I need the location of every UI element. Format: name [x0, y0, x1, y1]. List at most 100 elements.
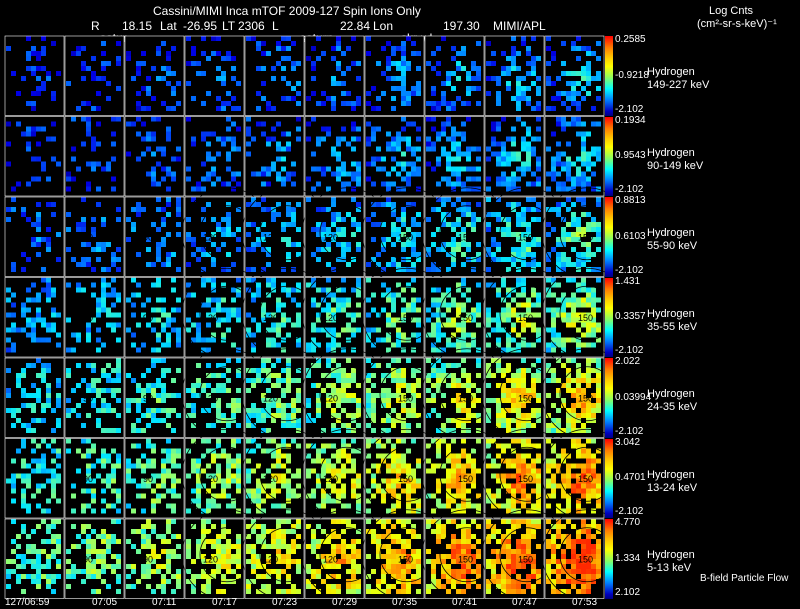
units-label: (cm²-sr-s-keV)⁻¹	[697, 18, 777, 30]
contour-label: 120	[203, 555, 218, 565]
spectrogram-panel-r2-c4: 120	[241, 187, 333, 279]
time-tick-6: 07:35	[392, 597, 418, 608]
row-energy-label: 90-149 keV	[647, 159, 704, 172]
row-energy-label: 149-227 keV	[647, 79, 710, 92]
spectrogram-panel-r4-c7: 150	[421, 348, 513, 440]
spectrogram-panel-r5-c3: 120	[181, 428, 273, 520]
spectrogram-panel-r1-c7	[424, 116, 485, 197]
time-tick-5: 07:29	[332, 597, 358, 608]
spectrogram-panel-r1-c1	[64, 116, 125, 197]
colorbar-row-5	[605, 438, 613, 518]
spectrogram-panel-r5-c6: 150	[361, 428, 453, 520]
contour-label: 90	[83, 313, 93, 323]
contour-label: 120	[263, 233, 278, 243]
colorbar-row-2	[605, 197, 613, 277]
row-species-label: Hydrogen	[647, 307, 695, 320]
spectrogram-panel-r4-c6: 150	[361, 348, 453, 440]
contour-arc	[559, 285, 615, 341]
spectrogram-panel-r4-c2: 90	[124, 357, 185, 438]
credit-label: MIMI/APL	[493, 19, 546, 33]
spectrogram-panel-r2-c7: 150	[421, 187, 513, 279]
colorbar-tick-max: 0.1934	[615, 114, 646, 126]
spectrogram-panel-r2-c8: 150	[481, 187, 573, 279]
colorbar-tick-max: 0.8813	[615, 195, 646, 206]
colorbar-tick-min: -2.102	[615, 103, 644, 115]
plot-title: Cassini/MIMI Inca mTOF 2009-127 Spin Ion…	[153, 4, 421, 18]
spectrogram-panel-r1-c0	[4, 116, 65, 197]
time-tick-1: 07:05	[92, 597, 118, 608]
colorbar-tick-max: 2.022	[615, 356, 641, 367]
spectrogram-panel-r6-c3: 120	[181, 509, 273, 601]
spectrogram-panel-r4-c5: 120	[301, 348, 393, 440]
r-label: R	[91, 19, 100, 33]
spectrogram-panel-r6-c0	[4, 518, 65, 599]
colorbar-tick-min: -2.102	[615, 345, 644, 356]
contour-label: 120	[263, 313, 278, 323]
spectrogram-panel-r6-c9: 150	[541, 509, 633, 601]
spectrogram-panel-r1-c5	[304, 116, 365, 197]
spectrogram-panel-r2-c1: 90	[64, 196, 125, 277]
colorbar-tick-min: -2.102	[615, 425, 644, 437]
spectrogram-panel-r0-c4	[244, 35, 305, 116]
spectrogram-panel-r4-c4: 120	[241, 348, 333, 440]
spectrogram-panel-r1-c6	[364, 116, 425, 197]
colorbar-row-4	[605, 358, 613, 438]
spectrogram-panel-r6-c4: 120	[241, 509, 333, 601]
colorbar-tick-mid: 0.6103	[615, 230, 646, 242]
spectrogram-panel-r5-c9: 150	[541, 428, 633, 520]
contour-arc	[541, 509, 633, 601]
colorbar-row-1	[605, 116, 613, 196]
contour-label: 120	[323, 394, 338, 404]
spectrogram-panel-r3-c7: 150	[421, 267, 513, 359]
contour-label: 90	[143, 474, 153, 484]
spectrogram-panel-r1-c2	[124, 116, 185, 197]
contour-label: 150	[458, 313, 473, 323]
contour-label: 90	[143, 313, 153, 323]
row-energy-label: 55-90 keV	[647, 240, 698, 253]
row-species-label: Hydrogen	[647, 549, 695, 562]
spectrogram-panel-r2-c9: 150	[541, 187, 633, 279]
spectrogram-panel-r6-c2: 90	[124, 518, 185, 599]
spectrogram-panel-r3-c4: 120	[241, 267, 333, 359]
colorbar-tick-min: -2.102	[615, 506, 644, 517]
spectrogram-panel-r6-c1: 90	[64, 518, 125, 599]
spectrogram-panel-r0-c1	[64, 35, 125, 116]
spectrogram-panel-r3-c8: 150	[481, 267, 573, 359]
l-value: 22.84	[340, 19, 371, 33]
units-title: Log Cnts	[709, 5, 754, 17]
contour-label: 150	[518, 313, 533, 323]
contour-label: 120	[323, 233, 338, 243]
contour-label: 90	[143, 555, 153, 565]
contour-label: 120	[323, 555, 338, 565]
contour-label: 90	[83, 555, 93, 565]
spectrogram-panel-r0-c2	[124, 35, 185, 116]
colorbar-tick-max: 1.431	[615, 275, 641, 287]
contour-label: 120	[263, 555, 278, 565]
spectrogram-panel-r5-c1: 90	[64, 438, 125, 519]
row-energy-label: 5-13 keV	[647, 562, 692, 575]
spectrogram-panel-r0-c9	[544, 35, 605, 116]
spectrogram-panel-r5-c5: 120	[301, 428, 393, 520]
contour-arc	[559, 446, 615, 502]
row-species-label: Hydrogen	[647, 468, 695, 481]
contour-label: 150	[578, 394, 593, 404]
spectrogram-panel-r0-c3	[184, 35, 245, 116]
time-tick-9: 07:53	[572, 597, 598, 608]
spectrogram-panel-r0-c7	[424, 35, 485, 116]
spectrogram-panel-r1-c3	[184, 116, 245, 197]
spectrogram-panel-r2-c2: 90	[124, 196, 185, 277]
spectrogram-panel-r6-c8: 150	[481, 509, 573, 601]
row-energy-label: 13-24 keV	[647, 481, 698, 494]
time-tick-8: 07:47	[512, 597, 538, 608]
contour-arc	[559, 527, 615, 583]
colorbar-row-0	[605, 36, 613, 116]
colorbar-tick-min: -2.102	[615, 264, 644, 276]
colorbar-tick-mid: 0.4701	[615, 472, 646, 484]
time-tick-4: 07:23	[272, 597, 298, 608]
colorbar-tick-max: 4.770	[615, 517, 641, 528]
colorbar-tick-max: 3.042	[615, 436, 641, 448]
spectrogram-panel-r5-c7: 150	[421, 428, 513, 520]
spectrogram-panel-r0-c8	[484, 35, 545, 116]
contour-label: 150	[518, 474, 533, 484]
r-value: 18.15	[122, 19, 153, 33]
